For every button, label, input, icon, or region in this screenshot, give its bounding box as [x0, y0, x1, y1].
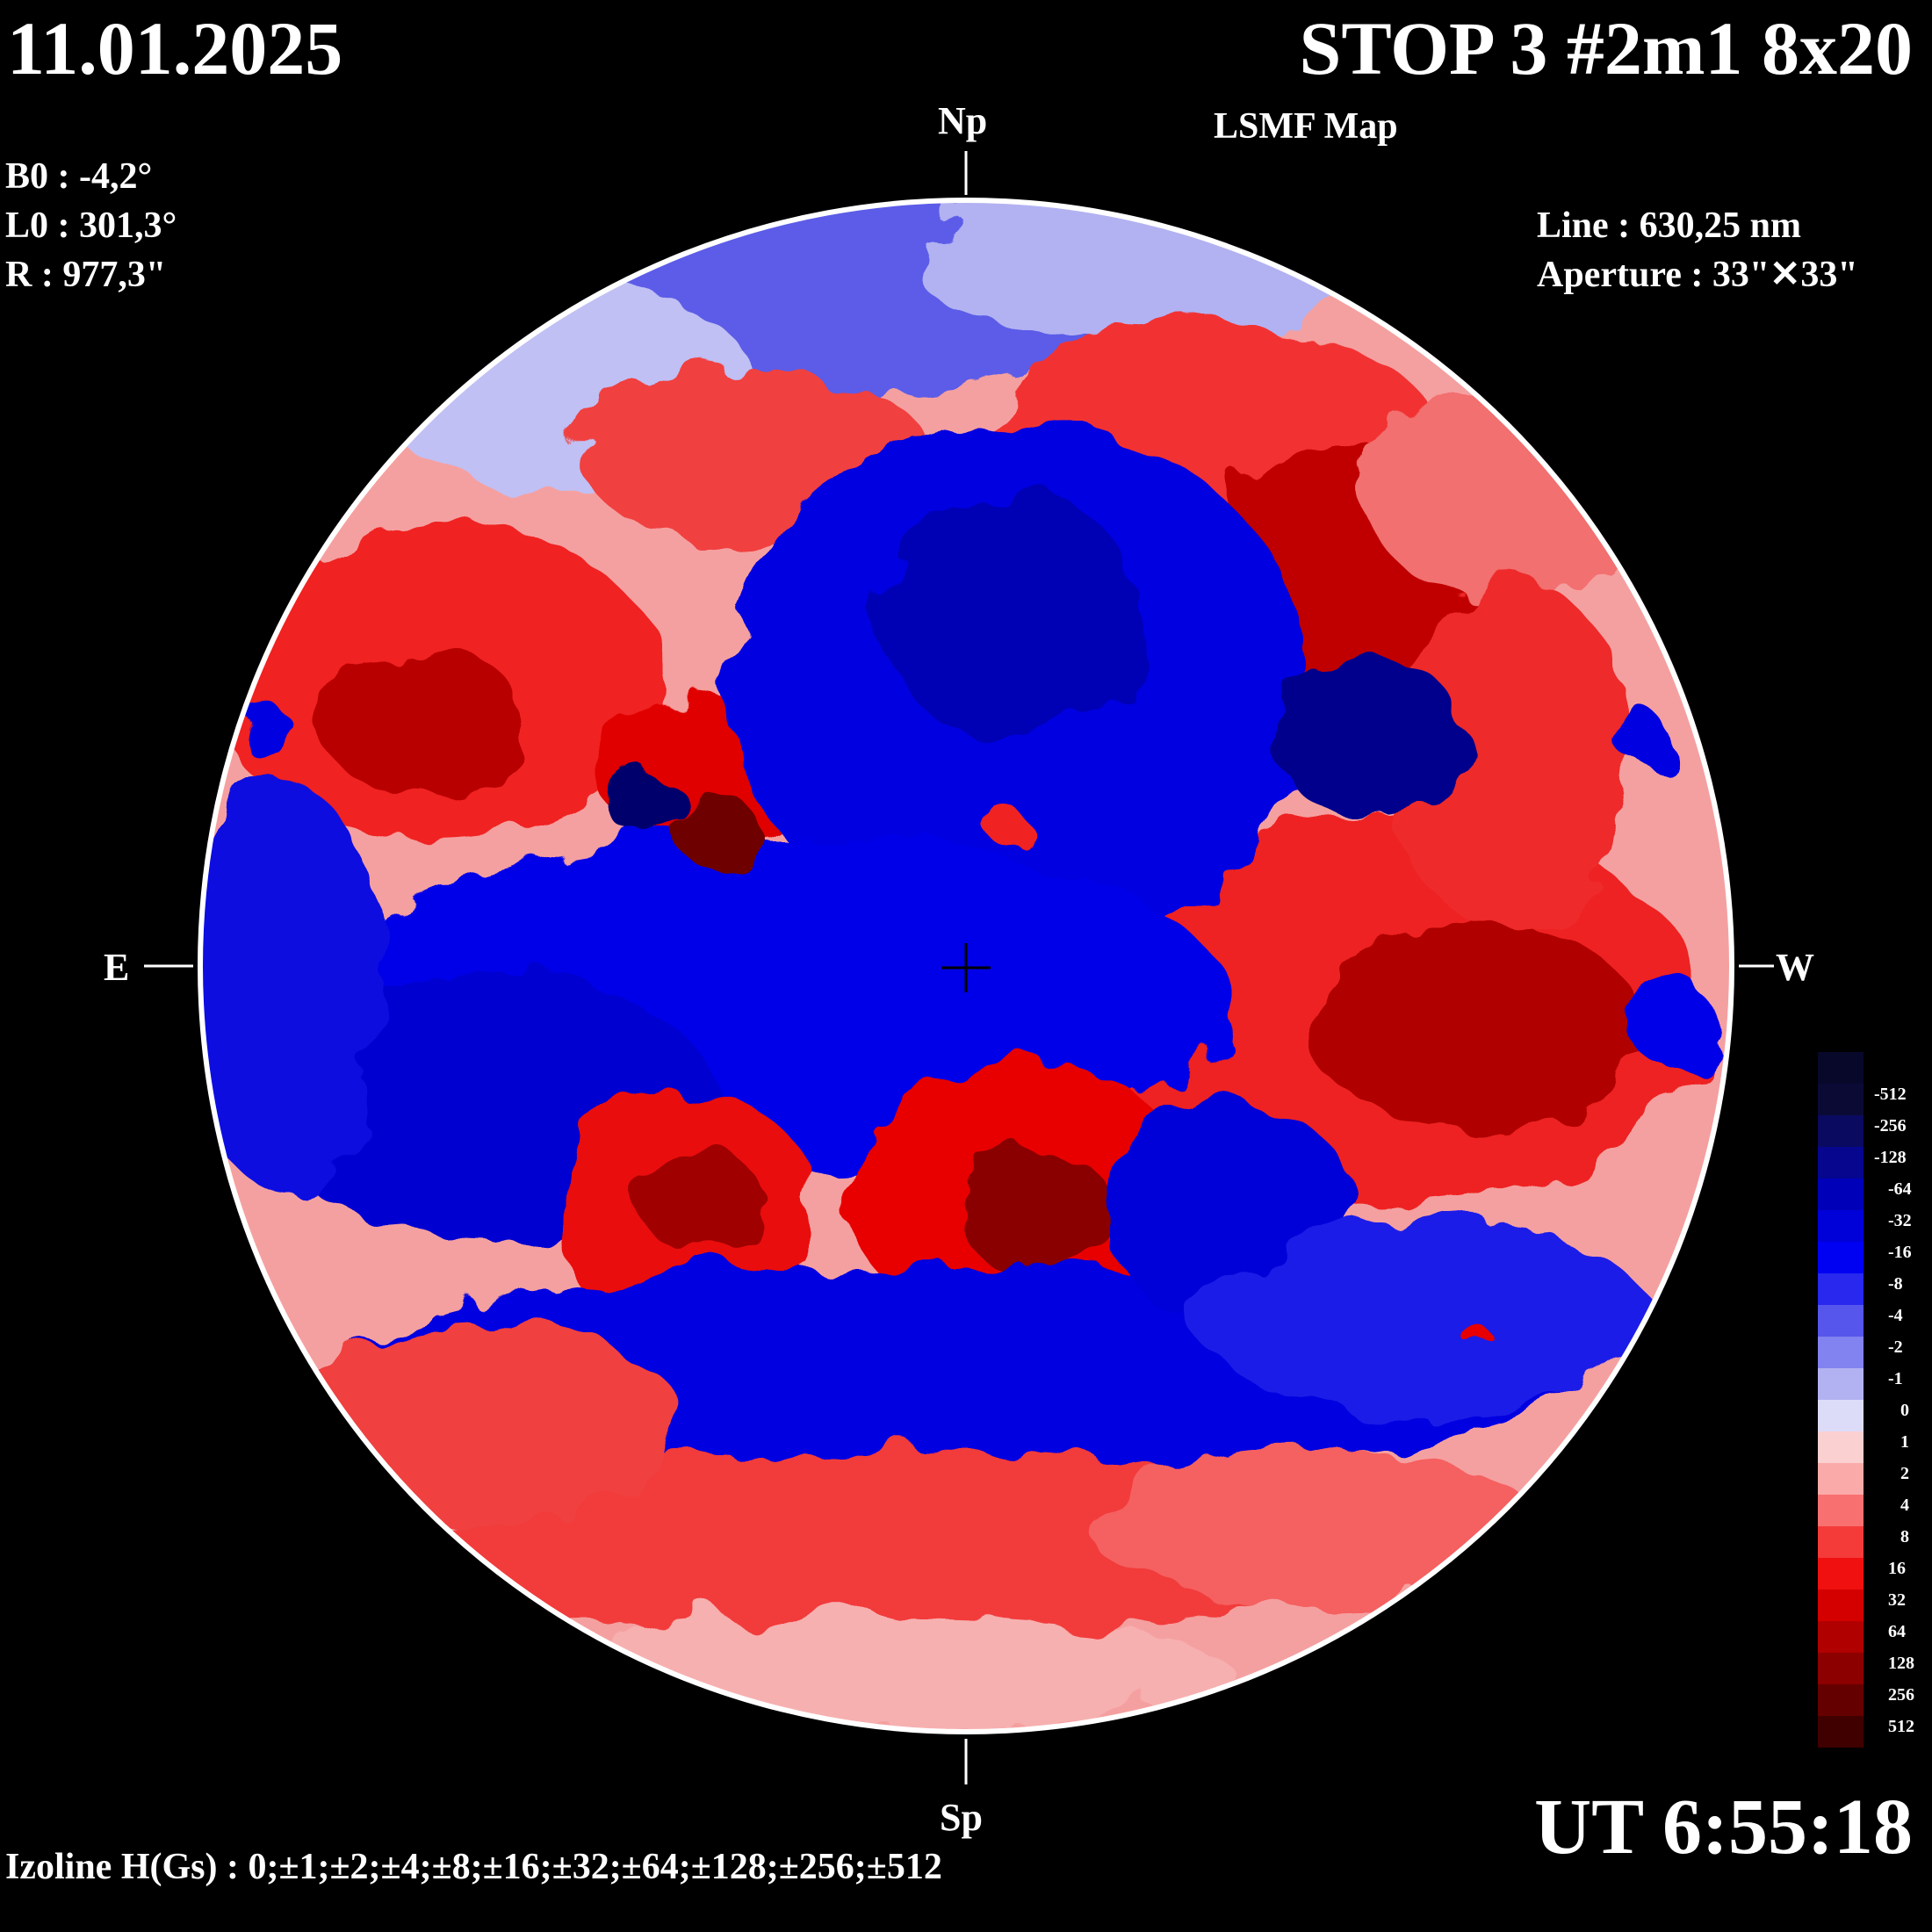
solar-disk: [200, 200, 1732, 1732]
colorbar-swatch: [1818, 1400, 1864, 1431]
colorbar: [1818, 1052, 1864, 1748]
colorbar-tick-label: -1: [1888, 1369, 1903, 1388]
colorbar-swatch: [1818, 1590, 1864, 1621]
colorbar-swatch: [1818, 1337, 1864, 1368]
west-label: W: [1776, 946, 1814, 989]
colorbar-tick-label: 256: [1888, 1685, 1914, 1705]
colorbar-swatch: [1818, 1305, 1864, 1337]
colorbar-tick-label: 8: [1900, 1527, 1909, 1546]
colorbar-swatch: [1818, 1431, 1864, 1463]
colorbar-swatch: [1818, 1653, 1864, 1684]
aperture-param: Aperture : 33"✕33": [1537, 255, 1858, 295]
colorbar-tick-label: -8: [1888, 1274, 1903, 1294]
disk-limb: [198, 198, 1734, 1734]
north-pole-label: Np: [938, 99, 988, 142]
map-title: STOP 3 #2m1 8x20: [1299, 6, 1913, 90]
date-label: 11.01.2025: [7, 6, 343, 90]
spectral-line-param: Line : 630,25 nm: [1537, 205, 1802, 246]
south-pole-label: Sp: [940, 1796, 983, 1839]
colorbar-tick-label: 1: [1900, 1432, 1909, 1452]
colorbar-swatch: [1818, 1210, 1864, 1242]
colorbar-tick-label: 512: [1888, 1717, 1914, 1736]
colorbar-tick-label: 128: [1888, 1654, 1914, 1673]
east-label: E: [104, 946, 130, 989]
colorbar-swatch: [1818, 1621, 1864, 1653]
colorbar-swatch: [1818, 1179, 1864, 1210]
colorbar-tick-label: -32: [1888, 1211, 1912, 1230]
colorbar-tick-label: -128: [1874, 1148, 1907, 1167]
ut-time: UT 6:55:18: [1534, 1784, 1913, 1871]
colorbar-swatch: [1818, 1242, 1864, 1273]
colorbar-tick-label: 0: [1900, 1401, 1909, 1420]
colorbar-swatch: [1818, 1495, 1864, 1526]
b0-param: B0 : -4,2°: [5, 156, 153, 197]
radius-param: R : 977,3": [5, 255, 167, 295]
colorbar-swatch: [1818, 1684, 1864, 1716]
colorbar-swatch: [1818, 1147, 1864, 1179]
colorbar-swatch: [1818, 1463, 1864, 1495]
map-subtitle: LSMF Map: [1214, 106, 1398, 147]
colorbar-tick-label: 16: [1888, 1559, 1906, 1578]
colorbar-swatch: [1818, 1115, 1864, 1147]
colorbar-tick-label: -64: [1888, 1179, 1912, 1199]
colorbar-tick-label: -16: [1888, 1243, 1912, 1262]
colorbar-swatch: [1818, 1273, 1864, 1305]
colorbar-tick-label: 4: [1900, 1496, 1909, 1515]
colorbar-tick-label: -2: [1888, 1337, 1903, 1357]
colorbar-swatch: [1818, 1526, 1864, 1558]
colorbar-tick-label: -512: [1874, 1085, 1907, 1104]
colorbar-swatch: [1818, 1368, 1864, 1400]
colorbar-tick-label: 2: [1900, 1464, 1909, 1483]
l0-param: L0 : 301,3°: [5, 205, 177, 246]
colorbar-swatch: [1818, 1084, 1864, 1115]
colorbar-tick-label: -256: [1874, 1116, 1907, 1135]
izoline-legend: Izoline H(Gs) : 0;±1;±2;±4;±8;±16;±32;±6…: [5, 1847, 942, 1887]
colorbar-tick-label: -4: [1888, 1306, 1903, 1325]
colorbar-swatch: [1818, 1716, 1864, 1748]
colorbar-tick-label: 64: [1888, 1622, 1906, 1641]
colorbar-swatch: [1818, 1558, 1864, 1590]
colorbar-cap: [1818, 1052, 1864, 1084]
colorbar-tick-label: 32: [1888, 1590, 1906, 1610]
